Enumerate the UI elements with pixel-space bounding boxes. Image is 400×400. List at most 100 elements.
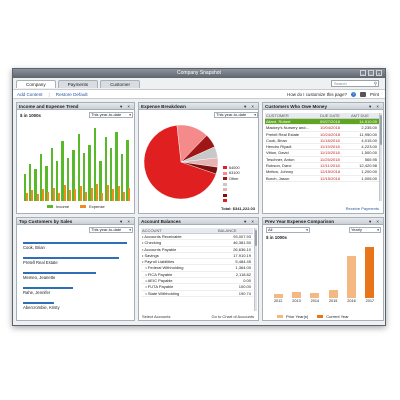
table-row[interactable]: Robson, Darci 12/11/2018 12,420.98	[265, 163, 379, 170]
legend-item	[223, 198, 240, 204]
table-row[interactable]: • Federal Withholding 1,364.00	[141, 265, 253, 272]
cell-balance: 1,364.00	[235, 265, 251, 271]
legend-item	[223, 182, 240, 188]
table-row[interactable]: Melton, Johnny 12/15/2018 1,200.00	[265, 169, 379, 176]
table-row[interactable]: • FICA Payable 2,118.82	[141, 272, 253, 279]
close-icon[interactable]: ×	[376, 70, 382, 76]
income-expense-chart	[23, 121, 131, 201]
panel-menu-icon[interactable]: ▾ ×	[244, 219, 256, 224]
table-row[interactable]: Cook, Brian 11/18/2018 4,015.00	[265, 137, 379, 145]
scroll-thumb[interactable]	[380, 115, 382, 145]
search-icon[interactable]: ⚲	[373, 81, 377, 86]
income-bar	[34, 169, 37, 201]
add-content-button[interactable]: Add Content	[17, 92, 43, 97]
cell-amount: 1,200.00	[361, 169, 377, 175]
table-row[interactable]: • Savings 17,910.19	[141, 252, 253, 260]
period-select[interactable]: Yearly ▾	[349, 227, 381, 233]
year-tick-label: 2012	[273, 299, 283, 303]
minimize-icon[interactable]: –	[360, 70, 366, 76]
table-row[interactable]: Burch, Jason 12/15/2018 1,005.00	[265, 176, 379, 182]
cell-due-date: 11/19/2018	[320, 144, 340, 150]
print-button[interactable]: Print	[369, 92, 379, 97]
prior-swatch	[277, 315, 283, 318]
pie-slice[interactable]	[180, 161, 218, 175]
tab-customer[interactable]: Customer	[100, 80, 141, 88]
expense-bar	[95, 183, 99, 201]
legend-label: 64000	[229, 165, 240, 170]
table-row[interactable]: • Accounts Payable 26,636.10	[141, 247, 253, 253]
help-icon[interactable]: ?	[350, 92, 356, 97]
panel-menu-icon[interactable]: ▾ ×	[120, 219, 132, 224]
restore-default-button[interactable]: Restore Default	[55, 92, 88, 97]
tab-company[interactable]: Company	[16, 80, 56, 88]
chart-legend: Income Expense	[47, 204, 105, 209]
table-row[interactable]: Hendro Riyadi 11/19/2018 4,223.00	[265, 144, 379, 151]
income-bar	[126, 139, 129, 201]
panel-menu-icon[interactable]: ▾ ×	[369, 104, 381, 109]
cell-due-date: 11/18/2018	[320, 137, 340, 143]
cell-balance: 26,636.10	[233, 246, 251, 252]
table-row[interactable]: Pretell Real Estate 10/24/2018 11,950.00	[265, 132, 379, 138]
table-row[interactable]: • FUTA Payable 100.00	[141, 284, 253, 291]
search-input[interactable]: Search ⚲	[331, 80, 379, 87]
period-select[interactable]: This year-to-date ▾	[89, 112, 133, 118]
col-balance[interactable]: BALANCE	[218, 228, 237, 233]
table-row[interactable]: • AEIC Payable 0.00	[141, 278, 253, 285]
expense-total: Total: $341,222.03	[221, 206, 255, 211]
table-row[interactable]: Mackey's Nursery and... 10/04/2018 2,235.0…	[265, 125, 379, 132]
scroll-thumb[interactable]	[255, 230, 257, 246]
cell-customer: Hendro Riyadi	[266, 144, 292, 150]
cell-account: • Accounts Receivable	[142, 234, 182, 239]
top-customers-chart: Cook, Brian Pretell Real Estate Memeo, Jea…	[23, 242, 133, 320]
scrollbar[interactable]	[379, 113, 382, 201]
col-amount-due[interactable]: AMT DUE	[351, 113, 369, 118]
year-bar	[365, 246, 375, 298]
table-row[interactable]: • Accounts Receivable 93,007.93	[141, 234, 253, 241]
select-accounts-link[interactable]: Select Accounts	[142, 314, 171, 319]
cell-account: • State Withholding	[142, 290, 180, 296]
scrollbar[interactable]	[254, 228, 257, 311]
company-snapshot-window: Company Snapshot – □ × Company Payments …	[12, 68, 386, 326]
cell-balance: 5,484.45	[235, 259, 251, 265]
account-select[interactable]: All ▾	[266, 227, 310, 233]
expense-bar	[85, 191, 88, 201]
col-account[interactable]: ACCOUNT	[142, 228, 162, 233]
period-select[interactable]: This year-to-date ▾	[214, 112, 258, 118]
income-bar	[45, 166, 48, 201]
pie-slice[interactable]	[143, 125, 217, 200]
table-row[interactable]: • State Withholding 190.74	[141, 291, 253, 297]
income-bar	[99, 161, 102, 201]
cell-amount: 1,500.00	[361, 150, 377, 156]
cell-customer: Burch, Jason	[266, 175, 290, 181]
table-row[interactable]: • Payroll Liabilities 5,484.45	[141, 259, 253, 266]
income-bar	[82, 153, 86, 201]
expense-bar	[112, 189, 115, 201]
unit-label: $ in 1000s	[20, 113, 41, 118]
customers-owe-table: CUSTOMER DUE DATE AMT DUE Allard, Robert…	[265, 113, 379, 182]
panel-menu-icon[interactable]: ▾ ×	[244, 104, 256, 109]
table-row[interactable]: • Checking 46,381.50	[141, 240, 253, 247]
cell-due-date: 11/25/2018	[320, 156, 340, 162]
tab-payments[interactable]: Payments	[57, 80, 99, 88]
maximize-icon[interactable]: □	[368, 70, 374, 76]
period-select[interactable]: This year-to-date ▾	[89, 227, 133, 233]
table-row[interactable]: Vitton, David 11/15/2018 1,500.00	[265, 150, 379, 157]
receive-payments-link[interactable]: Receive Payments	[345, 206, 379, 211]
customize-help-link[interactable]: How do I customize this page?	[287, 92, 347, 97]
income-bar	[104, 137, 107, 201]
chart-of-accounts-link[interactable]: Go to Chart of Accounts	[211, 314, 254, 319]
cell-customer: Mackey's Nursery and...	[266, 125, 309, 131]
account-balances-panel: Account Balances ▾ × ACCOUNT BALANCE • A…	[138, 217, 259, 321]
panel-menu-icon[interactable]: ▾ ×	[120, 104, 132, 109]
expense-swatch	[80, 205, 87, 208]
customer-name: Cook, Brian	[23, 245, 45, 250]
table-row[interactable]: Allard, Robert 09/27/2018 14,510.00	[265, 119, 379, 126]
cell-account: • Checking	[142, 240, 162, 246]
income-bar	[39, 154, 43, 201]
col-customer[interactable]: CUSTOMER	[266, 113, 289, 118]
col-due-date[interactable]: DUE DATE	[320, 113, 340, 118]
cell-account: • Savings	[142, 252, 159, 258]
table-row[interactable]: Teschner, Anton 11/25/2018 565.95	[265, 156, 379, 164]
panel-menu-icon[interactable]: ▾ ×	[369, 219, 381, 224]
print-icon[interactable]	[359, 92, 366, 97]
